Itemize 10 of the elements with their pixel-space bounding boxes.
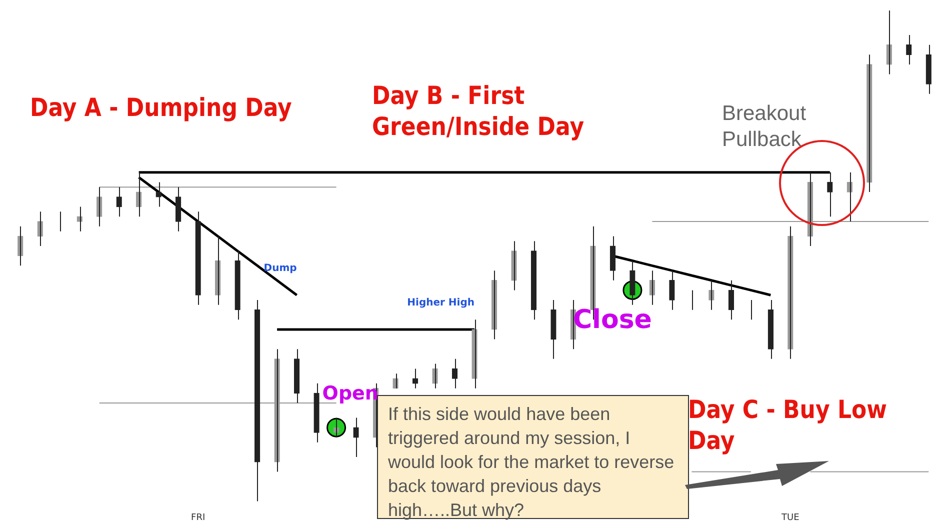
series-label: Dump — [264, 263, 297, 274]
annotation: Day B - First Green/Inside Day — [372, 80, 586, 142]
annotation: If this side would have been triggered around my session, I would look for the market to reverse back toward previous days high…..But why? — [377, 395, 689, 520]
series-label: Close — [572, 305, 652, 336]
annotation: Day C - Buy Low Day — [688, 394, 888, 456]
text: Higher High — [407, 297, 474, 308]
annotation: Day A - Dumping Day — [30, 92, 293, 123]
x-tick-label: TUE — [780, 512, 800, 523]
annotation: Breakout Pullback — [722, 101, 808, 153]
x-tick-label: FRI — [191, 512, 206, 523]
